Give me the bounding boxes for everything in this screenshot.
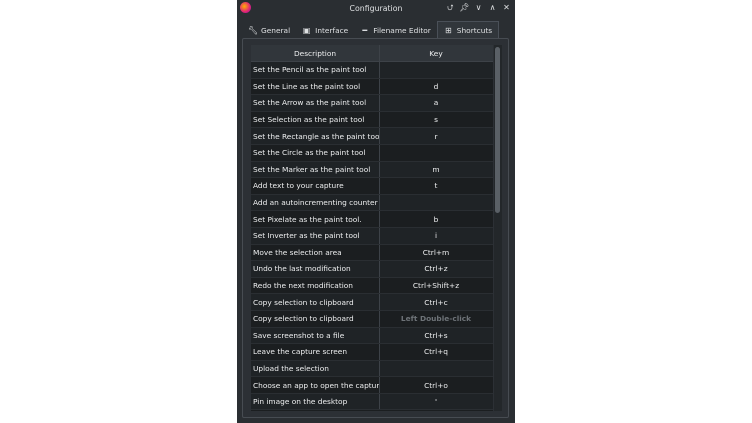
table-row[interactable]: Set the Pencil as the paint tool (251, 62, 493, 79)
shortcut-key[interactable]: Ctrl+o (424, 380, 448, 390)
table-row[interactable]: Choose an app to open the capture Ctrl+o (251, 377, 493, 394)
table-row[interactable]: Undo the last modification Ctrl+z (251, 261, 493, 278)
shortcut-description: Set the Rectangle as the paint tool (251, 128, 380, 144)
app-logo-icon (240, 2, 251, 13)
shortcut-description: Move the selection area (251, 244, 380, 261)
wrench-icon: 🔧︎ (248, 26, 259, 35)
shortcut-description: Add an autoincrementing counter ... (251, 194, 380, 211)
table-row[interactable]: Add text to your capture t (251, 178, 493, 195)
shortcut-description: Set the Line as the paint tool (251, 78, 380, 95)
shortcut-description: Add text to your capture (251, 178, 380, 194)
tab-shortcuts[interactable]: ⊞ Shortcuts (436, 21, 500, 39)
shortcut-key[interactable]: a (433, 98, 439, 108)
shortcut-key[interactable]: r (434, 131, 438, 141)
shortcut-key[interactable] (380, 195, 492, 211)
shortcut-description: Set Selection as the paint tool (251, 111, 380, 128)
table-row[interactable]: Redo the next modification Ctrl+Shift+z (251, 277, 493, 295)
shortcut-key[interactable] (380, 145, 492, 161)
window-title: Configuration (349, 3, 403, 13)
shortcut-description: Save screenshot to a file (251, 327, 380, 344)
configuration-window: Configuration ⮍ 📌︎ ∨ ∧ ✕ 🔧︎ General ▣ Inte… (237, 0, 515, 423)
table-row[interactable]: Set the Rectangle as the paint tool r (251, 128, 493, 145)
tab-label: Interface (315, 26, 349, 35)
shortcut-key[interactable]: s (434, 115, 438, 125)
tab-filename-editor[interactable]: ━ Filename Editor (354, 22, 437, 39)
pin-button[interactable]: 📌︎ (459, 3, 470, 12)
shortcut-description: Set Inverter as the paint tool (251, 227, 380, 244)
shortcut-key[interactable] (380, 62, 492, 78)
tab-general[interactable]: 🔧︎ General (242, 22, 296, 39)
column-header-key[interactable]: Key (429, 48, 443, 58)
table-row[interactable]: Set the Arrow as the paint tool a (251, 95, 493, 112)
tab-label: Shortcuts (456, 26, 493, 35)
shortcut-description: Copy selection to clipboard (251, 294, 380, 310)
text-icon: ━ (362, 26, 368, 35)
table-row[interactable]: Set the Marker as the paint tool m (251, 161, 493, 179)
shortcut-key[interactable]: m (432, 164, 440, 174)
shortcut-key[interactable]: Ctrl+Shift+z (412, 281, 460, 291)
shortcut-key[interactable]: Ctrl+q (423, 347, 449, 357)
shortcut-key[interactable]: i (434, 231, 438, 241)
title-bar: Configuration ⮍ 📌︎ ∨ ∧ ✕ (237, 0, 515, 16)
table-row[interactable]: Set Selection as the paint tool s (251, 111, 493, 129)
shortcut-description: Set the Pencil as the paint tool (251, 62, 380, 78)
grid-icon: ⊞ (444, 26, 452, 35)
shortcut-key[interactable]: Ctrl+c (424, 297, 448, 307)
shortcut-key[interactable]: Ctrl+z (424, 264, 448, 274)
table-row[interactable]: Set Inverter as the paint tool i (251, 227, 493, 245)
shortcuts-panel: Description Key Set the Pencil as the pa… (242, 38, 509, 418)
scrollbar-thumb[interactable] (495, 47, 500, 213)
tab-label: General (261, 26, 291, 35)
shortcut-key[interactable]: t (434, 181, 438, 191)
table-row[interactable]: Add an autoincrementing counter ... (251, 194, 493, 212)
shortcut-key[interactable]: Left Double-click (400, 314, 472, 324)
shortcut-key[interactable]: d (433, 81, 439, 91)
table-row[interactable]: Set the Line as the paint tool d (251, 78, 493, 96)
table-row[interactable]: Leave the capture screen Ctrl+q (251, 344, 493, 361)
shortcut-description: Set the Arrow as the paint tool (251, 95, 380, 111)
shortcut-key[interactable]: Ctrl+m (422, 247, 450, 257)
shortcut-description: Set Pixelate as the paint tool. (251, 211, 380, 227)
shortcut-key[interactable]: Ctrl+s (424, 330, 448, 340)
close-button[interactable]: ✕ (503, 3, 510, 12)
shortcut-description: Set the Circle as the paint tool (251, 144, 380, 161)
shortcut-description: Upload the selection (251, 360, 380, 377)
table-row[interactable]: Set the Circle as the paint tool (251, 144, 493, 162)
shortcuts-table: Description Key Set the Pencil as the pa… (251, 45, 493, 411)
tab-interface[interactable]: ▣ Interface (296, 22, 354, 39)
shortcut-description: Set the Marker as the paint tool (251, 161, 380, 178)
table-row[interactable]: Upload the selection (251, 360, 493, 378)
minimize-button[interactable]: ∨ (475, 3, 482, 12)
table-row[interactable]: Copy selection to clipboard Left Double-c… (251, 310, 493, 328)
display-icon: ▣ (302, 26, 311, 35)
tab-label: Filename Editor (373, 26, 431, 35)
table-row[interactable]: Set Pixelate as the paint tool. b (251, 211, 493, 228)
shortcut-description: Leave the capture screen (251, 344, 380, 360)
shortcut-key[interactable] (380, 361, 492, 377)
vertical-scrollbar[interactable] (494, 45, 502, 411)
shortcut-description: Copy selection to clipboard (251, 310, 380, 327)
tab-bar: 🔧︎ General ▣ Interface ━ Filename Editor ⊞ S… (242, 21, 500, 39)
shortcut-description: Undo the last modification (251, 261, 380, 277)
table-row[interactable]: Move the selection area Ctrl+m (251, 244, 493, 262)
shortcut-key[interactable]: b (433, 214, 439, 224)
shortcut-description: Choose an app to open the capture (251, 377, 380, 393)
shortcut-description: Pin image on the desktop (251, 393, 380, 410)
table-row[interactable]: Copy selection to clipboard Ctrl+c (251, 294, 493, 311)
table-row[interactable]: Save screenshot to a file Ctrl+s (251, 327, 493, 345)
shortcut-key[interactable]: ' (434, 397, 438, 407)
shortcut-description: Redo the next modification (251, 277, 380, 294)
column-header-description[interactable]: Description (251, 45, 380, 61)
keep-above-button[interactable]: ⮍ (447, 3, 454, 12)
maximize-button[interactable]: ∧ (489, 3, 496, 12)
table-row[interactable]: Pin image on the desktop ' (251, 393, 493, 411)
